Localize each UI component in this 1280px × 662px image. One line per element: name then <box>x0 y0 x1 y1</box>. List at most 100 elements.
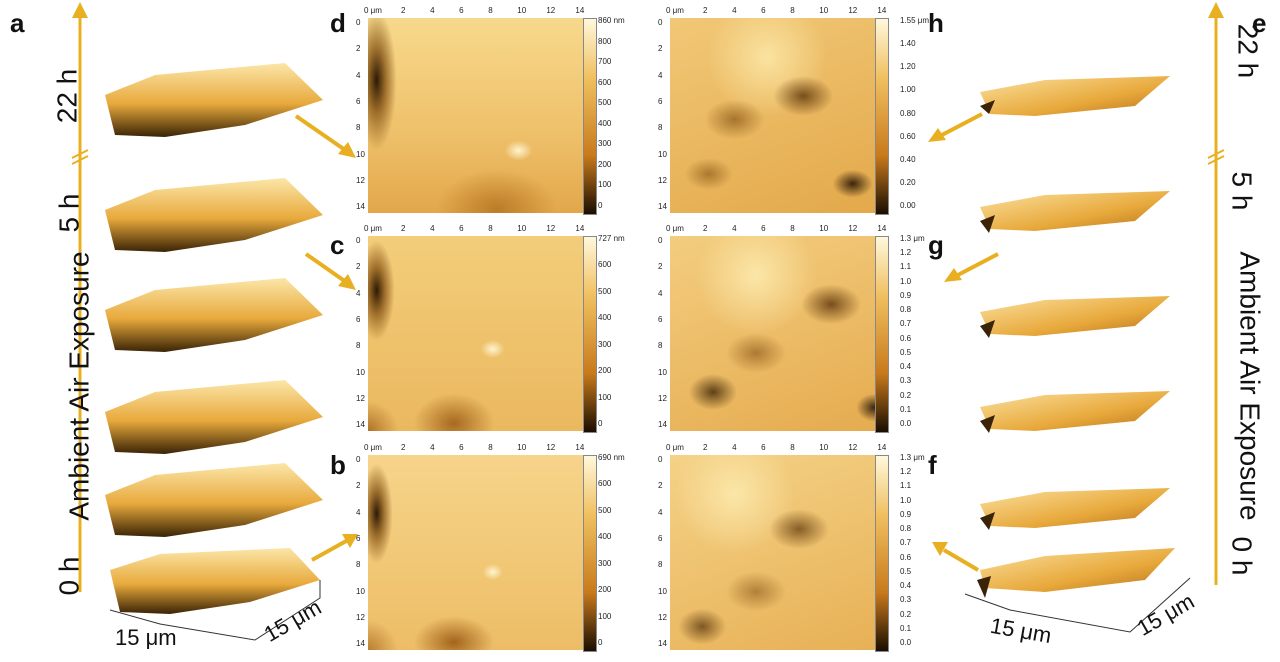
left-surface-0h <box>109 548 321 641</box>
colorbar-label-c: 600 <box>598 260 612 270</box>
colorbar-label-h: 0.60 <box>900 131 916 141</box>
y-tick-d: 10 <box>356 149 365 159</box>
left-surface-4 <box>105 380 323 454</box>
colorbar-b <box>583 455 597 652</box>
y-tick-f: 8 <box>658 560 663 570</box>
x-tick-h: 0 μm <box>666 6 684 15</box>
y-tick-c: 10 <box>356 367 365 377</box>
colorbar-label-d: 200 <box>598 159 612 169</box>
colorbar-label-c: 0 <box>598 419 603 428</box>
y-tick-g: 14 <box>658 420 667 430</box>
afm-map-h <box>670 18 885 213</box>
left-surface-5h <box>105 178 323 252</box>
colorbar-label-h: 0.20 <box>900 177 916 187</box>
y-tick-h: 14 <box>658 202 667 212</box>
right-surface-4 <box>980 391 1170 433</box>
y-tick-f: 14 <box>658 639 667 649</box>
x-tick-d: 4 <box>430 6 435 15</box>
x-tick-h: 4 <box>732 6 737 15</box>
panel-label-c: c <box>330 230 345 260</box>
colorbar-label-f: 0.3 <box>900 595 912 605</box>
colorbar-label-b: 400 <box>598 532 612 542</box>
colorbar-label-f: 0.6 <box>900 552 912 562</box>
x-tick-g: 2 <box>703 224 708 233</box>
x-tick-b: 12 <box>546 443 556 452</box>
colorbar-label-d: 860 nm <box>598 16 625 25</box>
colorbar-label-g: 0.8 <box>900 305 912 315</box>
colorbar-h <box>875 18 889 215</box>
x-tick-h: 8 <box>790 6 795 15</box>
y-tick-g: 10 <box>658 367 667 377</box>
colorbar-label-g: 0.3 <box>900 376 912 386</box>
arrow-to-f <box>932 542 980 572</box>
x-tick-f: 10 <box>819 443 829 452</box>
x-tick-g: 4 <box>732 224 737 233</box>
x-tick-f: 4 <box>732 443 737 452</box>
colorbar-label-g: 0.0 <box>900 419 912 428</box>
colorbar-label-h: 1.20 <box>900 62 916 72</box>
y-tick-c: 2 <box>356 262 361 272</box>
arrow-to-c <box>304 252 356 290</box>
colorbar-label-h: 1.40 <box>900 39 916 49</box>
right-exposure-label: Ambient Air Exposure <box>1234 251 1266 521</box>
right-surface-3 <box>980 296 1170 338</box>
colorbar-label-g: 0.6 <box>900 333 912 343</box>
x-tick-c: 4 <box>430 224 435 233</box>
colorbar-label-d: 500 <box>598 98 612 108</box>
x-tick-d: 2 <box>401 6 406 15</box>
left-surface-3 <box>105 278 323 352</box>
panel-label-e: e <box>1252 8 1267 38</box>
x-tick-f: 6 <box>761 443 766 452</box>
colorbar-label-h: 0.00 <box>900 201 916 210</box>
colorbar-g <box>875 236 889 433</box>
colorbar-label-g: 1.2 <box>900 248 912 258</box>
y-tick-b: 4 <box>356 507 361 517</box>
right-time-0h: 0 h <box>1226 536 1258 576</box>
colorbar-label-c: 500 <box>598 286 612 296</box>
y-tick-c: 8 <box>356 341 361 351</box>
x-tick-b: 6 <box>459 443 464 452</box>
x-tick-d: 0 μm <box>364 6 382 15</box>
y-tick-g: 0 <box>658 236 663 245</box>
colorbar-label-f: 0.4 <box>900 581 912 591</box>
x-tick-f: 14 <box>877 443 887 452</box>
panel-label-g: g <box>928 230 944 260</box>
colorbar-label-g: 0.7 <box>900 319 912 329</box>
x-tick-d: 8 <box>488 6 493 15</box>
y-tick-b: 2 <box>356 481 361 491</box>
colorbar-label-c: 300 <box>598 339 612 349</box>
afm-map-b <box>368 455 583 650</box>
colorbar-label-f: 1.2 <box>900 467 912 477</box>
left-exposure-label: Ambient Air Exposure <box>63 251 95 521</box>
left-surface-5 <box>105 463 323 537</box>
y-tick-b: 12 <box>356 613 365 623</box>
colorbar-label-g: 1.3 μm <box>900 234 925 243</box>
right-surface-0h <box>964 548 1191 633</box>
x-tick-h: 10 <box>819 6 829 15</box>
y-tick-c: 0 <box>356 236 361 245</box>
x-tick-d: 6 <box>459 6 464 15</box>
y-tick-h: 12 <box>658 176 667 186</box>
colorbar-label-h: 0.80 <box>900 108 916 118</box>
arrow-to-d <box>294 114 356 158</box>
colorbar-f <box>875 455 889 652</box>
colorbar-label-f: 0.5 <box>900 566 912 576</box>
y-tick-g: 6 <box>658 315 663 325</box>
colorbar-label-d: 100 <box>598 180 612 190</box>
y-tick-d: 2 <box>356 44 361 54</box>
y-tick-g: 8 <box>658 341 663 351</box>
right-time-axis <box>1207 2 1225 585</box>
colorbar-label-g: 0.5 <box>900 347 912 357</box>
colorbar-label-f: 0.2 <box>900 609 912 619</box>
colorbar-c <box>583 236 597 433</box>
x-tick-c: 0 μm <box>364 224 382 233</box>
colorbar-label-d: 800 <box>598 36 612 46</box>
panel-label-b: b <box>330 450 346 480</box>
left-surface-22h <box>105 63 323 137</box>
x-tick-c: 10 <box>517 224 527 233</box>
right-time-22h: 22 h <box>1232 23 1264 79</box>
colorbar-label-b: 100 <box>598 611 612 621</box>
left-time-22h: 22 h <box>51 68 83 124</box>
y-tick-c: 14 <box>356 420 365 430</box>
x-tick-d: 10 <box>517 6 527 15</box>
